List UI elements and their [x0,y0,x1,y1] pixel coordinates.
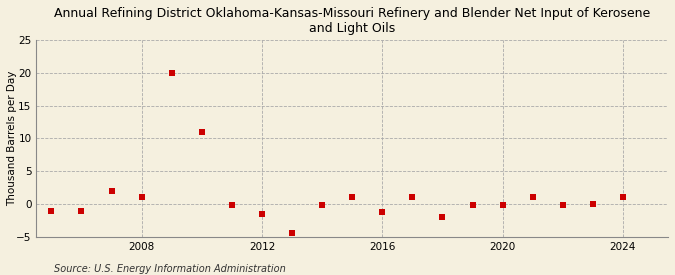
Point [618,195,628,200]
Point [136,195,147,200]
Point [256,211,267,216]
Point [287,231,298,236]
Point [196,130,207,134]
Point [527,195,538,200]
Point [347,195,358,200]
Point [467,203,478,207]
Point [166,71,177,75]
Point [106,189,117,193]
Point [407,195,418,200]
Point [227,203,238,207]
Point [558,203,568,207]
Text: Source: U.S. Energy Information Administration: Source: U.S. Energy Information Administ… [54,264,286,274]
Y-axis label: Thousand Barrels per Day: Thousand Barrels per Day [7,71,17,206]
Point [497,203,508,207]
Point [46,208,57,213]
Point [76,208,87,213]
Point [437,215,448,219]
Point [377,210,387,214]
Title: Annual Refining District Oklahoma-Kansas-Missouri Refinery and Blender Net Input: Annual Refining District Oklahoma-Kansas… [54,7,650,35]
Point [587,202,598,206]
Point [317,203,327,207]
